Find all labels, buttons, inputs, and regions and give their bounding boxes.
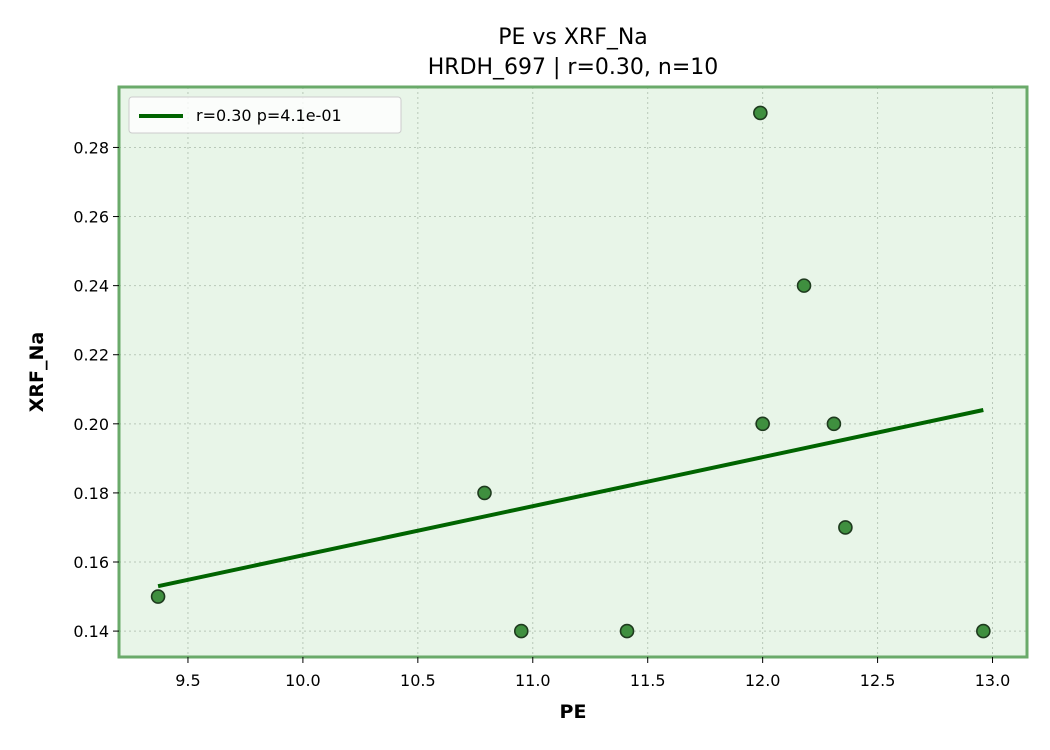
y-tick-label: 0.28 xyxy=(73,138,109,157)
y-tick-label: 0.22 xyxy=(73,346,109,365)
y-tick-label: 0.20 xyxy=(73,415,109,434)
y-tick-label: 0.14 xyxy=(73,622,109,641)
x-tick-label: 10.0 xyxy=(285,671,321,690)
grid xyxy=(119,87,1027,657)
x-tick-label: 13.0 xyxy=(975,671,1011,690)
y-tick-label: 0.16 xyxy=(73,553,109,572)
plot-area xyxy=(119,87,1027,657)
chart-title: PE vs XRF_Na xyxy=(498,25,648,50)
fit-line xyxy=(157,408,984,589)
fit-line-group xyxy=(157,408,984,589)
plot-frame xyxy=(117,85,1029,659)
x-axis-ticks: 9.5 10.0 10.5 11.0 11.5 12.0 12.5 13.0 xyxy=(175,657,1010,690)
legend-box xyxy=(128,96,402,134)
data-points xyxy=(150,105,991,639)
legend-label: r=0.30 p=4.1e-01 xyxy=(196,106,342,125)
x-tick-label: 12.5 xyxy=(860,671,896,690)
data-point xyxy=(150,589,166,604)
x-tick-label: 11.5 xyxy=(630,671,666,690)
data-point xyxy=(826,416,842,432)
y-tick-label: 0.18 xyxy=(73,484,109,503)
chart-subtitle: HRDH_697 | r=0.30, n=10 xyxy=(428,55,719,80)
legend: r=0.30 p=4.1e-01 xyxy=(128,96,402,134)
x-tick-label: 9.5 xyxy=(175,671,200,690)
data-point xyxy=(753,105,768,121)
x-tick-label: 11.0 xyxy=(515,671,551,690)
data-point xyxy=(976,623,991,639)
data-point xyxy=(619,623,635,639)
y-axis-ticks: 0.14 0.16 0.18 0.20 0.22 0.24 0.26 0.28 xyxy=(73,138,119,641)
x-axis-label: PE xyxy=(560,701,587,723)
data-point xyxy=(796,278,812,293)
data-point xyxy=(755,416,770,432)
y-tick-label: 0.24 xyxy=(73,277,109,296)
data-point xyxy=(838,520,853,535)
x-tick-label: 12.0 xyxy=(745,671,781,690)
data-point xyxy=(477,485,492,501)
x-tick-label: 10.5 xyxy=(400,671,436,690)
data-point xyxy=(513,623,529,639)
y-axis-label: XRF_Na xyxy=(26,332,48,412)
y-tick-label: 0.26 xyxy=(73,208,109,227)
